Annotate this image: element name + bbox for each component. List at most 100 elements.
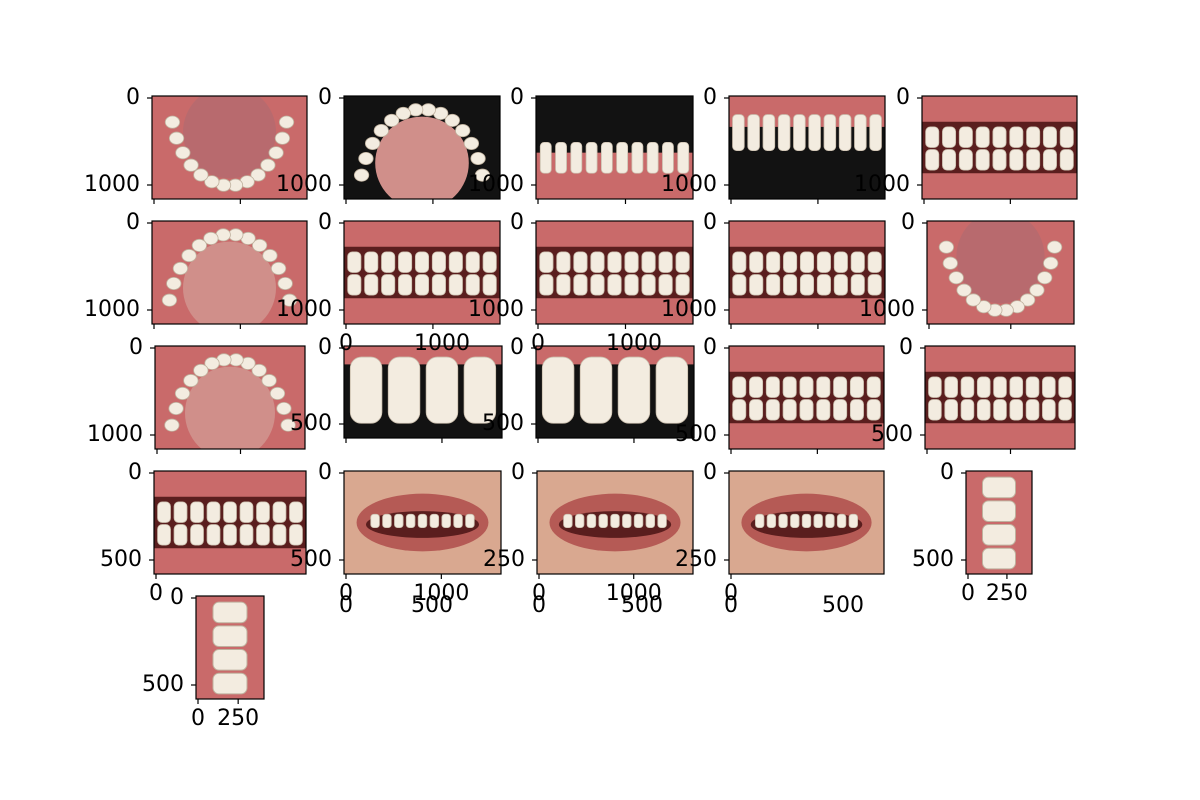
tooth xyxy=(541,356,575,424)
y-tick-label: 0 xyxy=(170,585,184,610)
tooth xyxy=(655,356,689,424)
y-tick-label: 1000 xyxy=(468,297,524,322)
tooth xyxy=(539,274,554,296)
tooth xyxy=(280,418,296,432)
tooth xyxy=(395,106,411,120)
tooth xyxy=(364,251,379,273)
tooth xyxy=(646,141,659,174)
x-tick-label-r4-xticks-c3: 0 xyxy=(532,593,546,618)
molar xyxy=(212,672,248,695)
photo-panel-r2c3 xyxy=(531,220,694,329)
tooth xyxy=(269,386,286,400)
tooth xyxy=(164,418,180,432)
tooth xyxy=(867,274,882,296)
y-tick-label: 0 xyxy=(510,335,524,360)
tooth xyxy=(157,524,171,546)
tooth xyxy=(276,401,292,416)
axes-frame xyxy=(926,220,1075,325)
tooth xyxy=(173,501,188,523)
y-tick-label: 0 xyxy=(318,460,332,485)
x-tick-label: 250 xyxy=(217,706,259,731)
tooth xyxy=(816,376,831,398)
tooth xyxy=(181,249,197,263)
axes-frame xyxy=(151,220,308,325)
x-tick-label: 0 xyxy=(339,331,353,356)
molar xyxy=(982,524,1016,546)
tooth xyxy=(607,251,622,273)
y-tick-label: 1000 xyxy=(468,172,524,197)
y-tick-label: 0 xyxy=(510,85,524,110)
tooth xyxy=(732,114,745,151)
tooth xyxy=(675,251,690,273)
photo-content xyxy=(729,96,885,199)
tooth xyxy=(204,356,220,370)
x-tick-label: 1000 xyxy=(606,581,662,606)
tooth xyxy=(274,131,291,145)
y-tick-label: 500 xyxy=(675,422,717,447)
tooth xyxy=(465,251,480,273)
tooth xyxy=(1042,399,1056,421)
tooth xyxy=(833,274,848,296)
axes-frame xyxy=(728,220,886,325)
x-tick-label-r4-xticks-c4: 0 xyxy=(724,593,738,618)
tooth xyxy=(833,399,848,421)
y-tick-label: 500 xyxy=(482,411,524,436)
tooth xyxy=(465,513,475,529)
photo-content xyxy=(344,96,500,199)
photo-panel-r1c1 xyxy=(147,95,308,204)
tooth xyxy=(482,251,497,273)
tooth xyxy=(398,251,413,273)
tooth xyxy=(762,114,776,151)
tooth xyxy=(965,293,981,307)
tooth xyxy=(766,513,777,529)
tooth xyxy=(289,524,303,546)
tooth xyxy=(825,513,835,529)
tooth xyxy=(833,376,848,398)
tongue xyxy=(956,221,1045,304)
tooth xyxy=(590,274,605,296)
molar xyxy=(212,649,248,671)
tooth xyxy=(370,513,380,529)
tooth xyxy=(278,115,295,129)
tooth xyxy=(956,283,972,297)
tooth xyxy=(869,114,882,151)
tooth xyxy=(783,251,798,273)
photo-panel-r4c4 xyxy=(724,470,885,579)
tooth xyxy=(1042,376,1056,398)
tooth xyxy=(270,261,287,275)
tooth xyxy=(765,399,780,421)
photo-panel-r1c4 xyxy=(724,95,886,204)
tooth xyxy=(1037,271,1053,285)
tooth xyxy=(1058,399,1072,421)
tooth xyxy=(675,274,690,296)
tooth xyxy=(470,151,486,166)
tooth xyxy=(190,524,204,546)
tongue xyxy=(183,96,276,179)
tooth xyxy=(944,376,958,398)
tooth xyxy=(191,238,207,252)
tooth xyxy=(976,376,991,398)
y-tick-label: 0 xyxy=(703,210,717,235)
tooth xyxy=(268,146,284,160)
tooth xyxy=(993,376,1007,398)
tooth xyxy=(164,115,181,129)
y-tick-label: 0 xyxy=(896,85,910,110)
tooth xyxy=(425,356,459,424)
tooth xyxy=(799,251,815,273)
palate xyxy=(183,241,276,324)
tooth xyxy=(799,274,815,296)
labels-layer: 0 1000 0 1000 0 1000 0 1000 0 1000 0 1000 0 1000 0 1000… xyxy=(84,85,1028,731)
tooth xyxy=(958,126,973,148)
tooth xyxy=(417,513,428,529)
x-tick-label: 1000 xyxy=(414,331,470,356)
tooth xyxy=(854,114,867,151)
photo-content xyxy=(966,471,1032,574)
tooth xyxy=(808,114,821,151)
tooth xyxy=(482,274,497,296)
tooth xyxy=(573,274,588,296)
tooth xyxy=(474,168,491,182)
y-tick-label: 250 xyxy=(675,547,717,572)
axes-frame xyxy=(154,345,306,450)
tooth xyxy=(574,513,585,529)
tooth xyxy=(347,251,362,273)
